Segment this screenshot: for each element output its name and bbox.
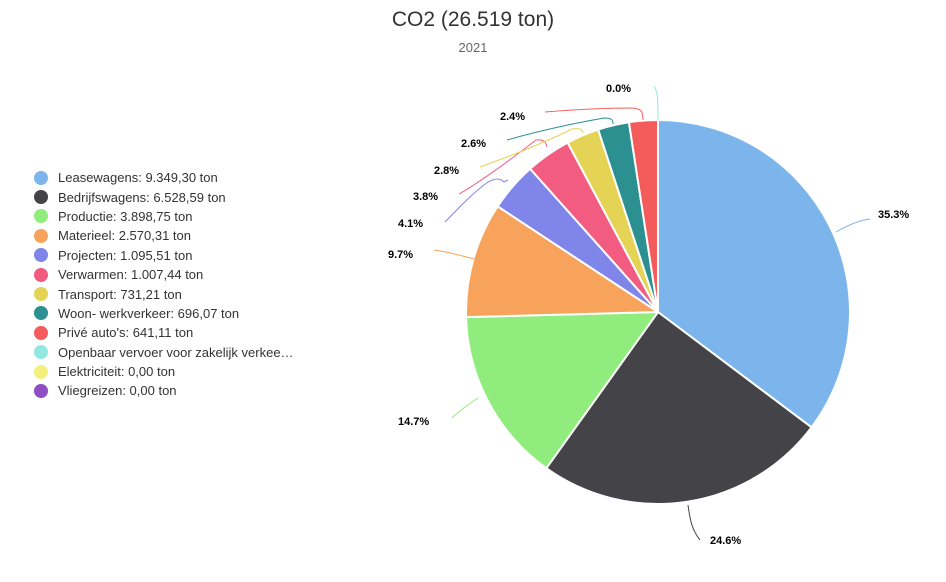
data-label: 9.7% (388, 249, 413, 261)
legend-dot-icon (34, 190, 48, 205)
legend-item-prive-autos[interactable]: Privé auto's: 641,11 ton (34, 323, 294, 342)
data-label-connectors (433, 85, 871, 541)
connector-line (433, 249, 475, 260)
legend-item-transport[interactable]: Transport: 731,21 ton (34, 284, 294, 303)
data-label: 3.8% (413, 191, 438, 203)
connector-line (451, 397, 479, 419)
data-label: 0.0% (606, 83, 631, 95)
data-label: 35.3% (878, 209, 909, 221)
connector-line (444, 178, 509, 223)
legend-item-bedrijfswagens[interactable]: Bedrijfswagens: 6.528,59 ton (34, 187, 294, 206)
data-label: 2.6% (461, 138, 486, 150)
connector-line (506, 117, 614, 141)
legend-item-projecten[interactable]: Projecten: 1.095,51 ton (34, 246, 294, 265)
legend-item-verwarmen[interactable]: Verwarmen: 1.007,44 ton (34, 265, 294, 284)
data-label: 2.8% (434, 165, 459, 177)
pie-slice-bedrijfswagens[interactable] (545, 311, 813, 505)
legend-item-leasewagens[interactable]: Leasewagens: 9.349,30 ton (34, 168, 294, 187)
connector-line (479, 128, 584, 168)
legend-dot-icon (34, 325, 48, 340)
data-labels: 35.3% 24.6% 14.7% 9.7% 4.1% 3.8% 2.8% 2.6% 2.4% 0… (388, 83, 909, 547)
data-label: 2.4% (500, 111, 525, 123)
connector-line (835, 218, 871, 233)
chart-subtitle: 2021 (458, 40, 488, 55)
pie-slices (465, 119, 851, 505)
legend-item-vliegreizen[interactable]: Vliegreizen: 0,00 ton (34, 381, 294, 400)
legend-item-productie[interactable]: Productie: 3.898,75 ton (34, 207, 294, 226)
data-label: 4.1% (398, 218, 423, 230)
data-label: 14.7% (398, 416, 429, 428)
legend-dot-icon (34, 228, 48, 243)
legend-dot-icon (34, 287, 48, 302)
legend-item-woon-werkverkeer[interactable]: Woon- werkverkeer: 696,07 ton (34, 304, 294, 323)
connector-line (544, 107, 644, 121)
connector-line (653, 85, 659, 121)
legend-item-materieel[interactable]: Materieel: 2.570,31 ton (34, 226, 294, 245)
legend-dot-icon (34, 345, 48, 360)
chart-title: CO2 (26.519 ton) (391, 8, 555, 31)
legend-dot-icon (34, 306, 48, 321)
legend-item-openbaar-vervoer[interactable]: Openbaar vervoer voor zakelijk verkee… (34, 343, 294, 362)
legend: Leasewagens: 9.349,30 ton Bedrijfswagens… (34, 168, 294, 401)
legend-dot-icon (34, 364, 48, 379)
pie-slice-leasewagens[interactable] (657, 119, 851, 429)
legend-item-elektriciteit[interactable]: Elektriciteit: 0,00 ton (34, 362, 294, 381)
legend-dot-icon (34, 170, 48, 185)
legend-dot-icon (34, 267, 48, 282)
data-label: 24.6% (710, 535, 741, 547)
connector-line (458, 139, 548, 195)
legend-dot-icon (34, 383, 48, 398)
legend-dot-icon (34, 248, 48, 263)
connector-line (687, 504, 701, 541)
pie-slice-productie[interactable] (465, 311, 659, 470)
legend-dot-icon (34, 209, 48, 224)
